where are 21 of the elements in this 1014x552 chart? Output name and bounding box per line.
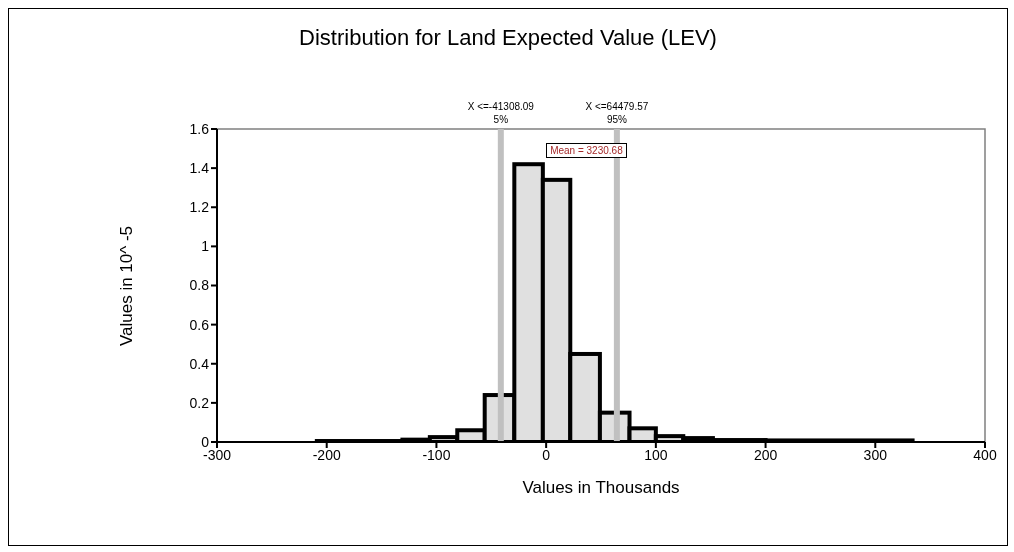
x-tick-label: 300	[863, 446, 888, 463]
annotation: Mean = 3230.68	[546, 143, 627, 158]
y-tick-label: 0.2	[189, 394, 210, 411]
y-tick-label: 1	[201, 238, 210, 255]
y-tick-label: 1.4	[189, 160, 210, 177]
y-tick-label: 1.2	[189, 199, 210, 216]
x-tick-label: -100	[422, 446, 451, 463]
y-tick-label: 0.6	[189, 316, 210, 333]
ref-line-label: X <=-41308.09 5%	[467, 101, 535, 125]
x-tick-label: 400	[973, 446, 997, 463]
y-axis-title: Values in 10^ -5	[117, 225, 137, 346]
y-tick-label: 0.4	[189, 355, 210, 372]
x-tick-label: 200	[753, 446, 778, 463]
x-axis-title: Values in Thousands	[521, 478, 681, 498]
y-tick-label: 1.6	[189, 120, 210, 137]
ref-line-label: X <=64479.57 95%	[585, 101, 649, 125]
x-tick-label: -200	[312, 446, 341, 463]
x-tick-label: 100	[644, 446, 668, 463]
x-tick-label: 0	[542, 446, 551, 463]
y-tick-label: 0.8	[189, 277, 210, 294]
chart-title: Distribution for Land Expected Value (LEV)	[298, 25, 718, 51]
